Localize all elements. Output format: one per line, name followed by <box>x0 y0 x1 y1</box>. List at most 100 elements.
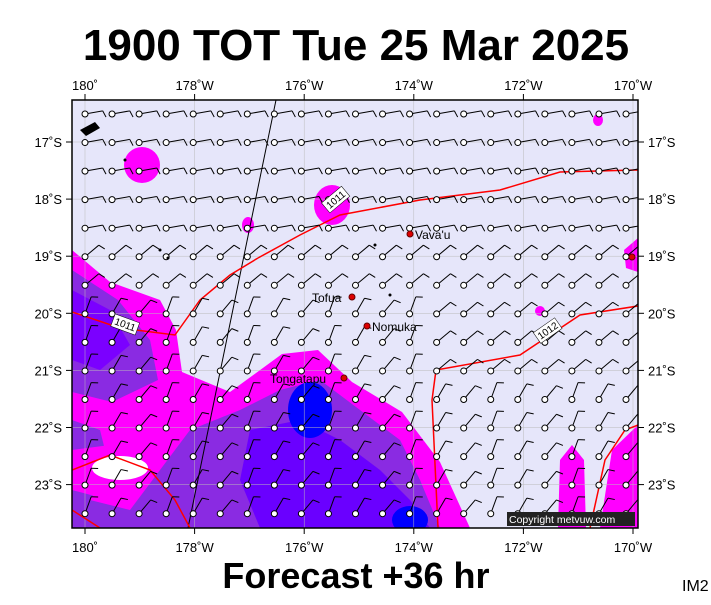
station <box>434 397 440 403</box>
station <box>109 339 115 345</box>
station <box>515 282 521 288</box>
station <box>244 368 250 374</box>
station <box>217 397 223 403</box>
station <box>136 197 142 203</box>
station <box>298 482 304 488</box>
station <box>623 339 629 345</box>
station <box>569 282 575 288</box>
station <box>515 397 521 403</box>
station <box>353 482 359 488</box>
station <box>82 311 88 317</box>
lon-label: 176˚W <box>285 78 324 93</box>
lon-label: 170˚W <box>614 78 653 93</box>
station <box>325 368 331 374</box>
station <box>623 425 629 431</box>
lat-label: 22˚S <box>648 421 676 436</box>
station <box>569 397 575 403</box>
station <box>380 482 386 488</box>
station <box>109 454 115 460</box>
lat-label: 18˚S <box>648 192 676 207</box>
station <box>190 111 196 117</box>
title: 1900 TOT Tue 25 Mar 2025 <box>83 21 629 70</box>
station <box>325 482 331 488</box>
station <box>461 168 467 174</box>
station <box>109 482 115 488</box>
station <box>434 482 440 488</box>
station <box>190 368 196 374</box>
station <box>380 339 386 345</box>
station <box>515 225 521 231</box>
station <box>163 339 169 345</box>
station <box>82 197 88 203</box>
lon-label: 180˚ <box>72 78 98 93</box>
station <box>515 482 521 488</box>
station <box>109 311 115 317</box>
station <box>407 425 413 431</box>
lon-label: 172˚W <box>504 78 543 93</box>
station <box>569 225 575 231</box>
station <box>163 311 169 317</box>
station <box>271 425 277 431</box>
station <box>515 168 521 174</box>
station <box>407 111 413 117</box>
station <box>542 111 548 117</box>
station <box>623 397 629 403</box>
station <box>136 425 142 431</box>
station <box>407 140 413 146</box>
station <box>136 311 142 317</box>
station <box>353 197 359 203</box>
station <box>488 425 494 431</box>
station <box>623 282 629 288</box>
station <box>461 454 467 460</box>
station <box>488 111 494 117</box>
station <box>163 425 169 431</box>
station <box>82 482 88 488</box>
station <box>190 168 196 174</box>
station <box>190 397 196 403</box>
station <box>596 111 602 117</box>
station <box>82 454 88 460</box>
station <box>380 425 386 431</box>
station <box>109 425 115 431</box>
station <box>596 425 602 431</box>
station <box>461 111 467 117</box>
station <box>407 454 413 460</box>
station <box>298 168 304 174</box>
station <box>461 397 467 403</box>
lon-label: 178˚W <box>175 78 214 93</box>
station <box>136 454 142 460</box>
station <box>569 111 575 117</box>
station <box>596 368 602 374</box>
station <box>298 425 304 431</box>
station <box>380 225 386 231</box>
station <box>190 339 196 345</box>
station <box>353 140 359 146</box>
station <box>298 282 304 288</box>
lon-label: 170˚W <box>614 540 653 555</box>
station <box>623 111 629 117</box>
station <box>244 111 250 117</box>
station <box>623 482 629 488</box>
station <box>109 225 115 231</box>
station <box>380 111 386 117</box>
wind-barb <box>640 274 646 278</box>
station <box>190 254 196 260</box>
station <box>217 368 223 374</box>
station <box>515 140 521 146</box>
station <box>325 168 331 174</box>
station <box>461 511 467 517</box>
station <box>434 454 440 460</box>
station <box>542 368 548 374</box>
station <box>136 368 142 374</box>
station <box>461 311 467 317</box>
place-label: Tofua <box>312 291 342 305</box>
station <box>325 225 331 231</box>
station <box>596 397 602 403</box>
station <box>380 168 386 174</box>
station <box>353 311 359 317</box>
station <box>542 140 548 146</box>
station <box>298 254 304 260</box>
station <box>569 425 575 431</box>
station <box>569 254 575 260</box>
station <box>163 168 169 174</box>
